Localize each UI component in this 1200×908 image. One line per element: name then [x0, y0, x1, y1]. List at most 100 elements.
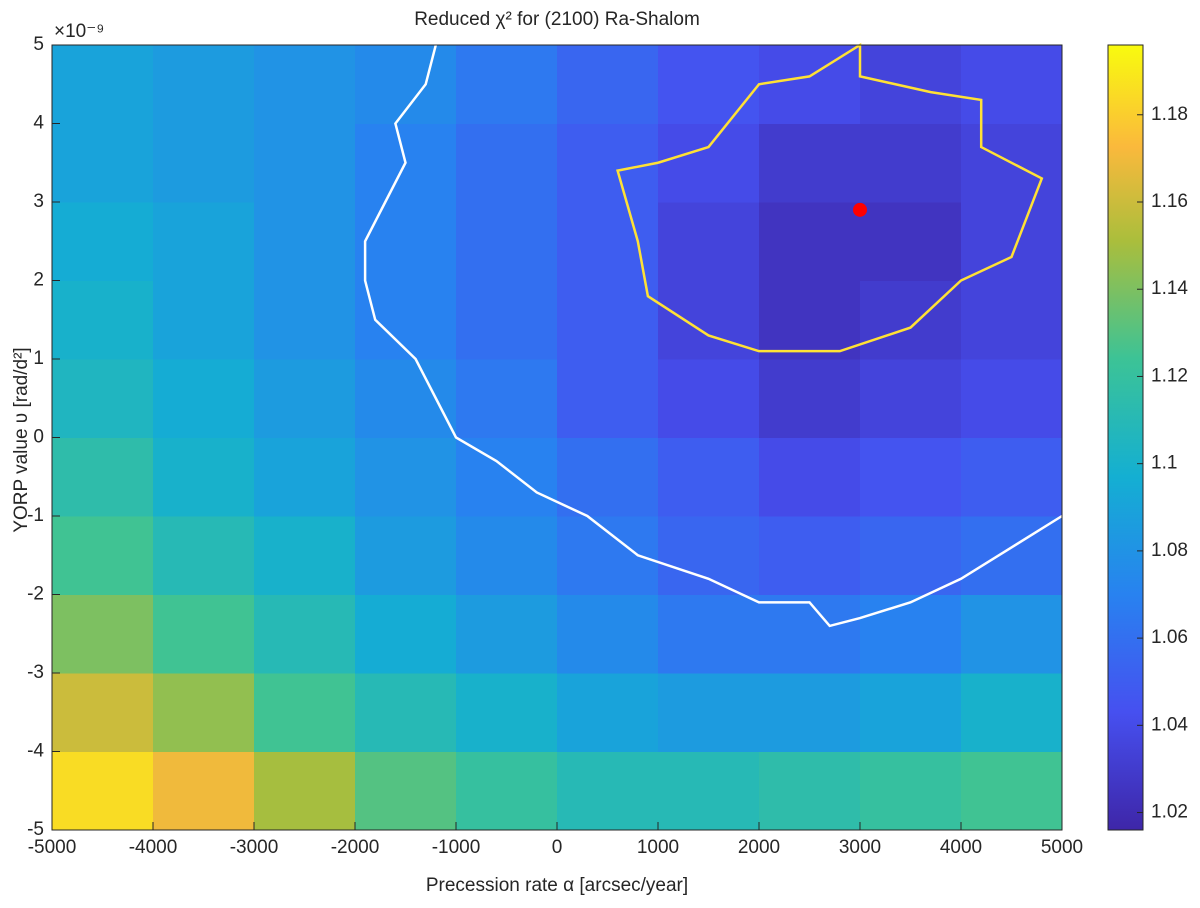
- heatmap-cell: [52, 123, 154, 203]
- heatmap-cell: [557, 594, 659, 674]
- heatmap-cell: [355, 45, 457, 124]
- heatmap-cell: [456, 673, 558, 752]
- heatmap-cell: [961, 45, 1063, 124]
- heatmap-cell: [860, 751, 962, 831]
- heatmap-cell: [52, 202, 154, 281]
- colorbar-tick-label: 1.18: [1151, 104, 1188, 125]
- heatmap-cell: [254, 123, 356, 203]
- y-tick-label: -2: [27, 584, 44, 605]
- heatmap-cell: [52, 45, 154, 124]
- heatmap-cell: [961, 280, 1063, 360]
- heatmap-cell: [355, 594, 457, 674]
- heatmap-cell: [355, 280, 457, 360]
- x-tick-label: -1000: [432, 837, 481, 858]
- heatmap-cell: [557, 751, 659, 831]
- heatmap-cell: [860, 359, 962, 438]
- heatmap-cell: [52, 359, 154, 438]
- heatmap-cell: [456, 437, 558, 517]
- y-axis-label: YORP value υ [rad/d²]: [11, 347, 32, 532]
- heatmap-cell: [860, 45, 962, 124]
- heatmap-cell: [860, 437, 962, 517]
- heatmap-cell: [658, 751, 760, 831]
- heatmap-cell: [658, 516, 760, 595]
- heatmap-cell: [153, 751, 255, 831]
- heatmap-cell: [961, 437, 1063, 517]
- heatmap-cell: [254, 751, 356, 831]
- heatmap-cell: [860, 673, 962, 752]
- heatmap-cell: [355, 673, 457, 752]
- heatmap-cell: [557, 516, 659, 595]
- x-tick-label: 0: [552, 837, 563, 858]
- heatmap-cell: [355, 751, 457, 831]
- heatmap-cell: [658, 594, 760, 674]
- heatmap-cell: [355, 516, 457, 595]
- heatmap-cell: [52, 594, 154, 674]
- heatmap-cell: [557, 673, 659, 752]
- heatmap-cell: [759, 751, 861, 831]
- y-tick-label: 1: [33, 348, 44, 369]
- heatmap-cell: [254, 673, 356, 752]
- heatmap-cell: [153, 123, 255, 203]
- x-tick-label: -2000: [331, 837, 380, 858]
- heatmap-cell: [759, 673, 861, 752]
- heatmap-cell: [557, 123, 659, 203]
- y-tick-label: 5: [33, 34, 44, 55]
- y-tick-label: -3: [27, 662, 44, 683]
- heatmap-cell: [254, 45, 356, 124]
- heatmap-cell: [153, 516, 255, 595]
- x-tick-label: -4000: [129, 837, 178, 858]
- heatmap-cell: [456, 359, 558, 438]
- heatmap-cell: [355, 202, 457, 281]
- heatmap-cell: [557, 280, 659, 360]
- colorbar-tick-label: 1.08: [1151, 540, 1188, 561]
- colorbar-tick-label: 1.04: [1151, 714, 1188, 735]
- y-tick-label: 2: [33, 270, 44, 291]
- heatmap-cell: [759, 594, 861, 674]
- colorbar: [1107, 44, 1144, 831]
- heatmap-cell: [759, 123, 861, 203]
- x-tick-label: 3000: [839, 837, 881, 858]
- x-tick-label: 5000: [1041, 837, 1083, 858]
- heatmap-cell: [456, 751, 558, 831]
- y-tick-label: -1: [27, 505, 44, 526]
- heatmap-cell: [557, 437, 659, 517]
- heatmap-cell: [456, 123, 558, 203]
- heatmap-cell: [456, 202, 558, 281]
- heatmap-cell: [658, 202, 760, 281]
- heatmap-cell: [961, 516, 1063, 595]
- heatmap-cell: [860, 280, 962, 360]
- x-tick-label: -5000: [28, 837, 77, 858]
- heatmap-cell: [153, 594, 255, 674]
- chart-title: Reduced χ² for (2100) Ra-Shalom: [414, 9, 700, 30]
- heatmap-cell: [759, 45, 861, 124]
- x-tick-label: 4000: [940, 837, 982, 858]
- y-tick-label: 3: [33, 191, 44, 212]
- heatmap-cell: [153, 673, 255, 752]
- x-axis-label: Precession rate α [arcsec/year]: [426, 875, 688, 896]
- heatmap-cell: [557, 359, 659, 438]
- heatmap-cell: [355, 359, 457, 438]
- heatmap-cell: [456, 516, 558, 595]
- heatmap-cell: [658, 673, 760, 752]
- heatmap-cell: [456, 594, 558, 674]
- colorbar-tick-label: 1.02: [1151, 802, 1188, 823]
- y-exponent: ×10⁻⁹: [54, 21, 104, 42]
- x-tick-label: -3000: [230, 837, 279, 858]
- heatmap-cell: [355, 437, 457, 517]
- heatmap-cell: [52, 751, 154, 831]
- heatmap-cell: [52, 280, 154, 360]
- heatmap-cell: [153, 202, 255, 281]
- y-tick-label: -4: [27, 741, 44, 762]
- heatmap-cell: [153, 45, 255, 124]
- heatmap-cell: [759, 280, 861, 360]
- heatmap-cell: [961, 359, 1063, 438]
- heatmap-cell: [759, 516, 861, 595]
- heatmap-cell: [658, 437, 760, 517]
- heatmap-cell: [52, 437, 154, 517]
- heatmap-cell: [961, 594, 1063, 674]
- x-tick-label: 2000: [738, 837, 780, 858]
- heatmap-cell: [254, 280, 356, 360]
- heatmap-cell: [557, 45, 659, 124]
- contour-line: [616, 42, 1044, 353]
